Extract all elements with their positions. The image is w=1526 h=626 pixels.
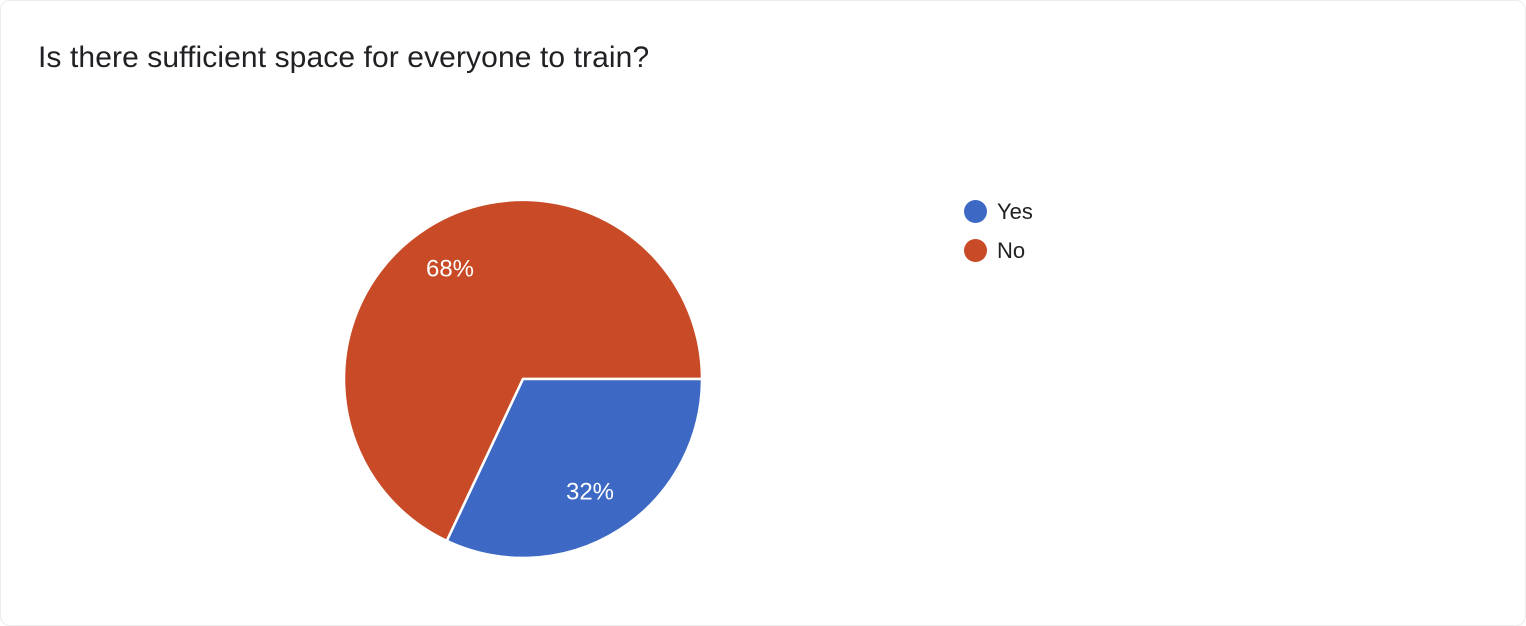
pie-label-yes: 32%: [566, 479, 614, 506]
legend-label-no: No: [997, 238, 1026, 263]
legend-item-yes: Yes: [964, 200, 1033, 223]
chart-legend: Yes No: [964, 200, 1033, 262]
legend-swatch-no-icon: [964, 239, 987, 262]
legend-swatch-yes-icon: [964, 200, 987, 223]
pie-slice-yes[interactable]: [445, 377, 703, 559]
pie-chart: 68% 32%: [343, 199, 703, 559]
question-title: Is there sufficient space for everyone t…: [38, 41, 650, 74]
legend-label-yes: Yes: [997, 199, 1033, 224]
legend-item-no: No: [964, 239, 1033, 262]
pie-slice-no[interactable]: [343, 199, 703, 543]
pie-label-no: 68%: [426, 256, 474, 283]
